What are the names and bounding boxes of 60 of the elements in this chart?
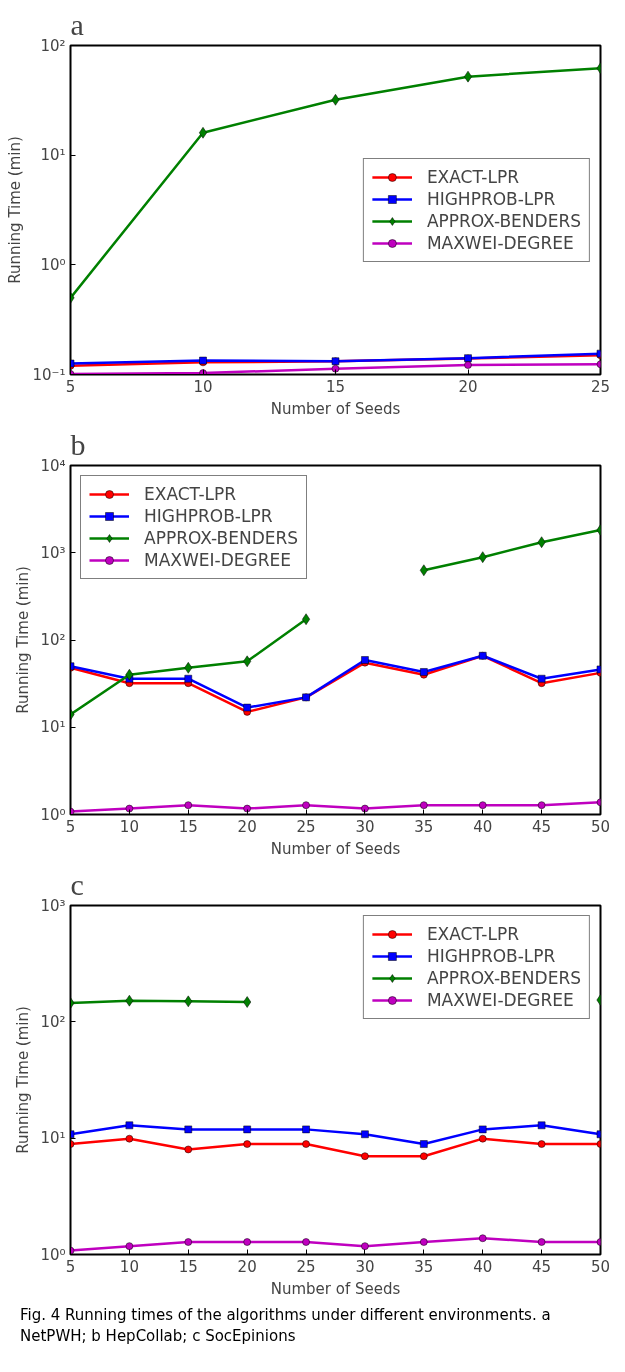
x-tick-label: 45 (532, 1257, 552, 1276)
chart-title: b (70, 427, 86, 461)
caption: Fig. 4 Running times of the algorithms under different environments. a NetPWH; b HepCollab; c SocEpinions (20, 1305, 552, 1348)
x-tick-label: 5 (65, 1257, 76, 1276)
x-axis-title: Number of Seeds (270, 399, 401, 418)
y-tick-label: 10⁴ (40, 456, 66, 475)
legend-label: MAXWEI-DEGREE (426, 232, 574, 253)
x-axis-title: Number of Seeds (270, 839, 401, 858)
y-tick-label: 10² (40, 631, 66, 649)
y-tick-label: 10³ (40, 896, 66, 915)
legend-label: HIGHPROB-LPR (144, 506, 273, 526)
x-tick-label: 10 (119, 1257, 139, 1276)
x-tick-label: 15 (178, 817, 198, 836)
x-axis-title: Number of Seeds (270, 1279, 401, 1298)
x-tick-label: 20 (458, 377, 478, 396)
y-tick-label: 10⁻¹ (32, 365, 66, 384)
legend-label: EXACT-LPR (426, 166, 519, 187)
x-tick-label: 50 (590, 1257, 611, 1276)
y-axis-title: Running Time (min) (14, 1006, 33, 1154)
y-tick-label: 10³ (40, 543, 66, 562)
chart-title: c (70, 867, 84, 901)
x-tick-label: 5 (65, 817, 76, 836)
x-tick-label: 50 (590, 817, 611, 836)
legend-label: EXACT-LPR (426, 924, 519, 944)
x-tick-label: 30 (355, 1257, 375, 1276)
x-tick-label: 10 (119, 817, 139, 836)
legend-label: MAXWEI-DEGREE (426, 990, 574, 1010)
legend-label: APPROX-BENDERS (144, 528, 299, 548)
chart-title: a (70, 7, 84, 41)
x-tick-label: 30 (355, 817, 375, 836)
x-tick-label: 40 (473, 1257, 493, 1276)
x-tick-label: 35 (414, 1257, 434, 1276)
legend-label: APPROX-BENDERS (426, 210, 581, 231)
y-tick-label: 10¹ (40, 1129, 66, 1148)
x-tick-label: 10 (193, 377, 213, 396)
y-tick-label: 10¹ (40, 718, 66, 737)
y-tick-label: 10⁰ (40, 255, 66, 274)
legend-label: EXACT-LPR (144, 484, 237, 504)
legend-label: MAXWEI-DEGREE (144, 550, 291, 570)
x-tick-label: 15 (178, 1257, 198, 1276)
x-tick-label: 25 (590, 377, 611, 396)
x-tick-label: 45 (532, 817, 552, 836)
x-tick-label: 25 (296, 817, 316, 836)
y-tick-label: 10⁰ (40, 1245, 66, 1264)
x-tick-label: 40 (473, 817, 493, 836)
x-tick-label: 5 (65, 377, 76, 396)
y-axis-title: Running Time (min) (6, 136, 25, 284)
x-tick-label: 35 (414, 817, 434, 836)
y-axis-title: Running Time (min) (14, 566, 33, 714)
legend-label: HIGHPROB-LPR (426, 188, 556, 209)
y-tick-label: 10² (40, 36, 66, 55)
x-tick-label: 15 (325, 377, 346, 396)
x-tick-label: 20 (237, 817, 257, 836)
x-tick-label: 25 (296, 1257, 316, 1276)
legend-label: HIGHPROB-LPR (426, 946, 556, 966)
y-tick-label: 10⁰ (40, 805, 66, 824)
legend-label: APPROX-BENDERS (426, 968, 581, 988)
y-tick-label: 10² (40, 1012, 66, 1031)
x-tick-label: 20 (237, 1257, 257, 1276)
y-tick-label: 10¹ (40, 146, 66, 165)
